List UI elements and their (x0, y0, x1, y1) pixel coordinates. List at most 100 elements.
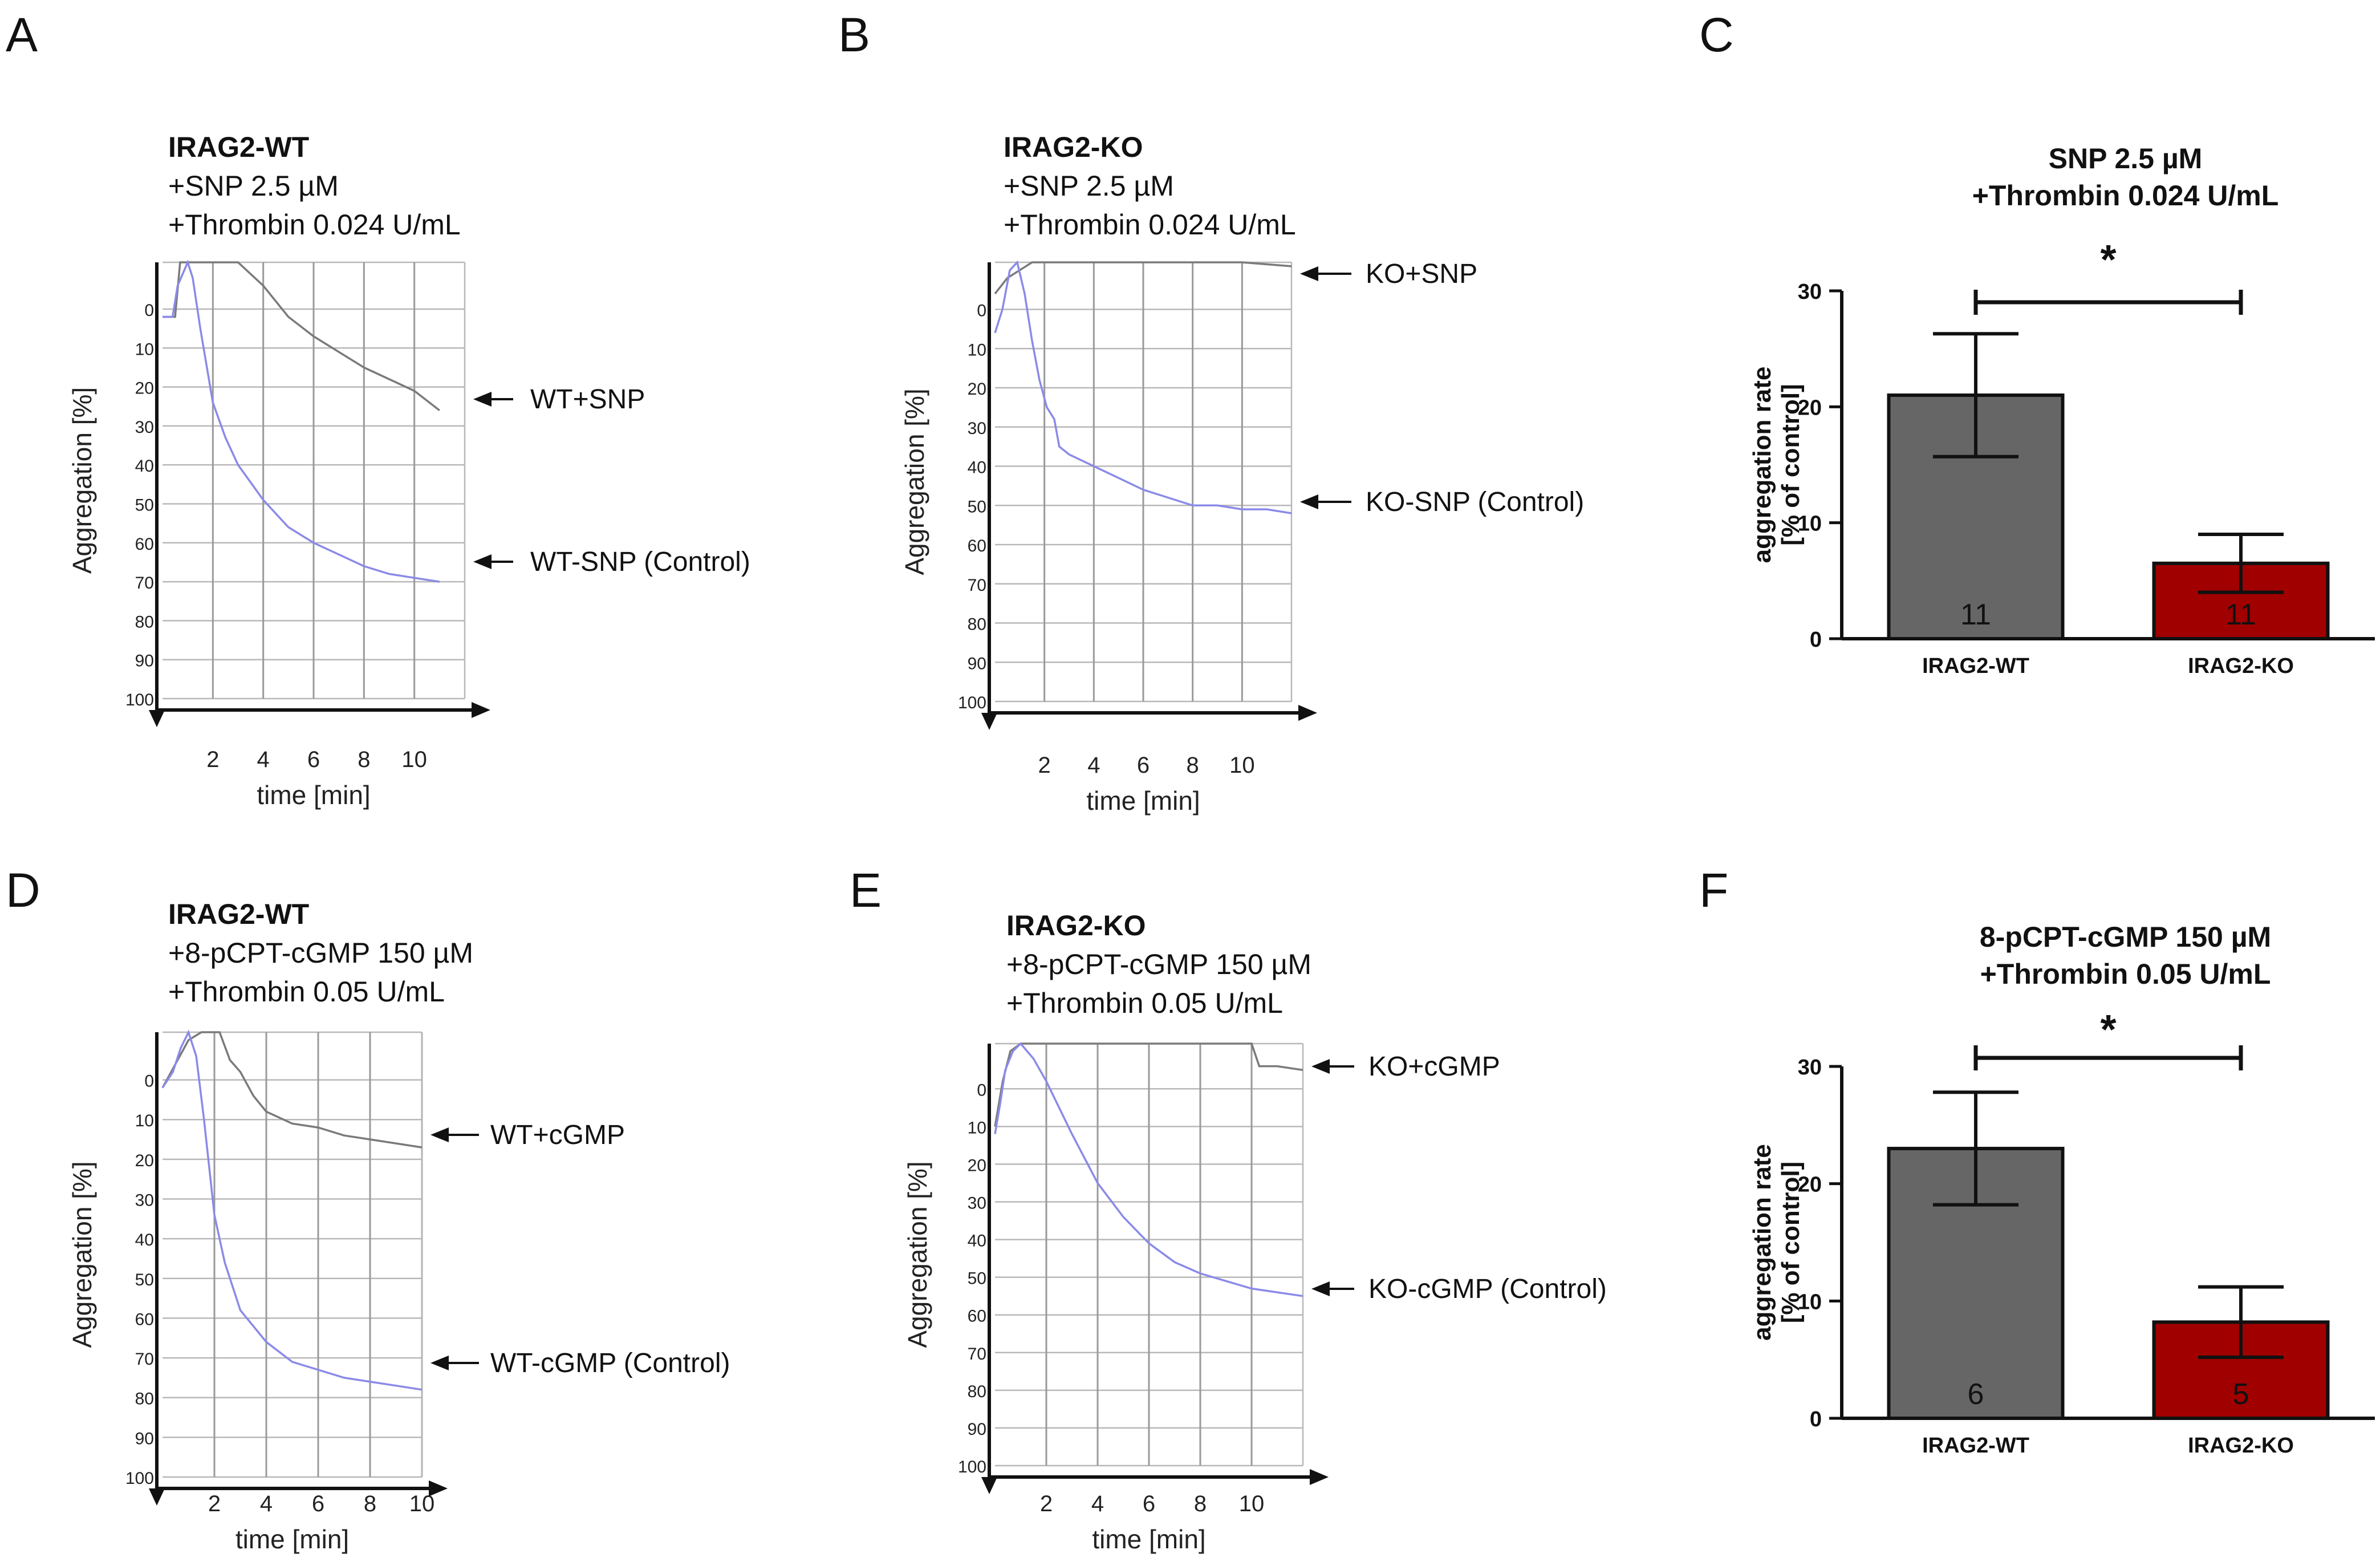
annotation-arrowhead-d (430, 1356, 449, 1370)
trace-title-line-d: +Thrombin 0.05 U/mL (168, 976, 445, 1008)
panel-c-bar-chart: SNP 2.5 µM +Thrombin 0.024 U/mL 0 10 20 30 agg… (1748, 143, 2375, 678)
trace-line-control-e (994, 1042, 1303, 1297)
bar-n-label-f: 6 (1968, 1378, 1984, 1411)
panel-letter-f: F (1699, 863, 1728, 917)
panel-letter-c: C (1699, 8, 1734, 62)
y-tick-label-d: 30 (135, 1191, 154, 1210)
x-tick-label-d: 4 (260, 1491, 273, 1516)
y-axis-arrowhead-e (981, 1477, 997, 1494)
y-tick-label-b: 100 (958, 693, 986, 712)
series-annotation-b: KO-SNP (Control) (1366, 487, 1584, 517)
y-tick-label-d: 10 (135, 1111, 154, 1130)
y-tick-label-b: 70 (968, 576, 986, 595)
annotation-arrowhead-a (473, 392, 492, 407)
x-axis-label-a: time [min] (257, 780, 370, 810)
annotation-arrowhead-a (473, 554, 492, 569)
y-tick-label-a: 30 (135, 418, 154, 437)
x-axis-arrowhead-a (472, 702, 490, 718)
panel-b-aggregation-trace: IRAG2-KO +SNP 2.5 µM +Thrombin 0.024 U/mL 0… (900, 131, 1584, 816)
x-axis-arrowhead-b (1298, 705, 1317, 721)
y-tick-label-e: 40 (968, 1232, 986, 1251)
series-annotation-e: KO-cGMP (Control) (1368, 1274, 1607, 1304)
series-annotation-b: KO+SNP (1366, 259, 1477, 289)
panel-letter-d: D (6, 863, 40, 917)
y-tick-label-a: 100 (125, 691, 154, 709)
bar-y-tick-label-f: 10 (1798, 1290, 1822, 1314)
y-tick-label-d: 20 (135, 1151, 154, 1170)
trace-title-line-a: IRAG2-WT (168, 131, 309, 163)
panel-letter-a: A (6, 8, 38, 62)
series-annotation-d: WT+cGMP (490, 1120, 625, 1150)
y-axis-label-a: Aggregation [%] (67, 387, 97, 574)
y-tick-label-b: 10 (968, 340, 986, 359)
bar-y-tick-label-c: 0 (1810, 628, 1822, 652)
trace-title-line-a: +SNP 2.5 µM (168, 170, 339, 202)
y-tick-label-a: 10 (135, 340, 154, 359)
y-tick-label-e: 80 (968, 1382, 986, 1401)
y-tick-label-e: 10 (968, 1118, 986, 1137)
annotation-arrowhead-e (1311, 1281, 1330, 1296)
trace-line-treated-e (994, 1042, 1303, 1127)
y-tick-label-d: 80 (135, 1390, 154, 1409)
y-tick-label-a: 0 (144, 301, 154, 320)
x-tick-label-d: 6 (312, 1491, 324, 1516)
panel-letter-b: B (838, 8, 870, 62)
annotation-arrowhead-d (430, 1127, 449, 1142)
y-tick-label-b: 80 (968, 615, 986, 634)
y-tick-label-b: 40 (968, 459, 986, 477)
bar-y-tick-label-c: 30 (1798, 280, 1822, 304)
x-tick-label-e: 10 (1239, 1491, 1265, 1516)
y-tick-label-b: 50 (968, 497, 986, 516)
y-tick-label-e: 70 (968, 1345, 986, 1364)
trace-line-control-d (161, 1029, 423, 1391)
bar-chart-title-f: +Thrombin 0.05 U/mL (1980, 958, 2271, 990)
bar-n-label-c: 11 (2225, 598, 2256, 631)
bar-y-tick-label-f: 0 (1810, 1407, 1822, 1431)
annotation-arrowhead-b (1300, 494, 1318, 509)
y-tick-label-b: 20 (968, 380, 986, 399)
x-tick-label-b: 4 (1087, 753, 1100, 778)
x-tick-label-e: 2 (1040, 1491, 1053, 1516)
y-tick-label-a: 50 (135, 496, 154, 514)
trace-line-control-b (994, 260, 1292, 514)
y-tick-label-b: 90 (968, 654, 986, 673)
x-tick-label-e: 4 (1091, 1491, 1104, 1516)
y-tick-label-b: 0 (977, 302, 986, 320)
bar-n-label-f: 5 (2233, 1378, 2249, 1411)
y-tick-label-e: 60 (968, 1307, 986, 1326)
series-annotation-e: KO+cGMP (1368, 1052, 1500, 1082)
y-tick-label-a: 40 (135, 457, 154, 476)
x-axis-arrowhead-e (1310, 1469, 1329, 1485)
y-tick-label-e: 30 (968, 1194, 986, 1213)
x-tick-label-e: 6 (1143, 1491, 1155, 1516)
y-tick-label-e: 0 (977, 1081, 986, 1100)
bar-y-tick-label-f: 20 (1798, 1173, 1822, 1197)
x-tick-label-e: 8 (1194, 1491, 1207, 1516)
bar-y-axis-label-f: [% of control] (1777, 1162, 1805, 1324)
bar-y-tick-label-c: 10 (1798, 512, 1822, 536)
x-tick-label-b: 10 (1229, 753, 1255, 778)
bar-chart-title-c: +Thrombin 0.024 U/mL (1972, 180, 2279, 212)
bar-chart-title-f: 8-pCPT-cGMP 150 µM (1980, 921, 2271, 953)
y-tick-label-b: 30 (968, 419, 986, 438)
x-tick-label-d: 8 (364, 1491, 376, 1516)
bar-category-label-f: IRAG2-KO (2188, 1434, 2294, 1458)
bar-y-axis-label-c: aggregation rate (1748, 367, 1776, 563)
x-axis-label-d: time [min] (235, 1524, 349, 1554)
panel-a-aggregation-trace: IRAG2-WT +SNP 2.5 µM +Thrombin 0.024 U/mL 0… (67, 131, 750, 810)
x-tick-label-b: 6 (1137, 753, 1150, 778)
x-axis-arrowhead-d (429, 1480, 448, 1496)
trace-title-line-a: +Thrombin 0.024 U/mL (168, 209, 461, 241)
y-tick-label-e: 20 (968, 1156, 986, 1175)
y-tick-label-a: 90 (135, 652, 154, 671)
y-tick-label-e: 90 (968, 1420, 986, 1439)
bar-category-label-c: IRAG2-WT (1922, 654, 2029, 678)
y-tick-label-d: 60 (135, 1310, 154, 1329)
trace-title-line-d: +8-pCPT-cGMP 150 µM (168, 937, 473, 969)
annotation-arrowhead-e (1311, 1059, 1330, 1074)
bar-y-tick-label-f: 30 (1798, 1056, 1822, 1080)
bar-category-label-f: IRAG2-WT (1922, 1434, 2029, 1458)
x-tick-label-d: 2 (208, 1491, 221, 1516)
bar-y-axis-label-f: aggregation rate (1748, 1144, 1776, 1341)
